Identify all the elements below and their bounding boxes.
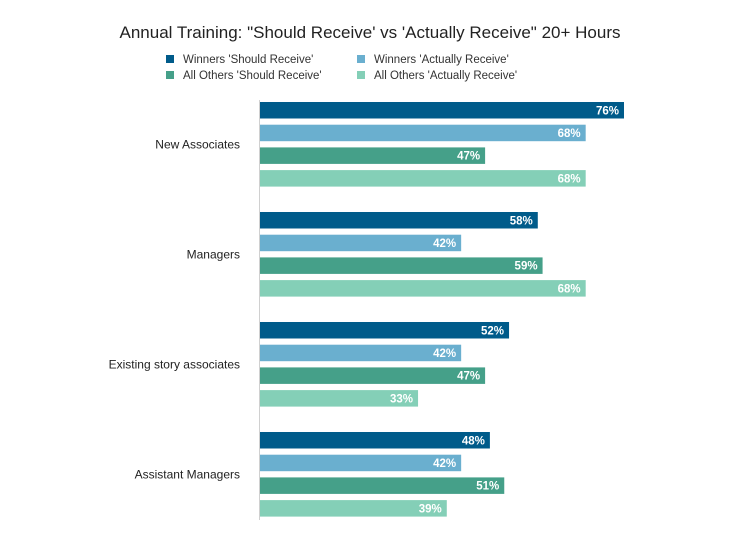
bar-label-1-2: 68% <box>558 128 581 140</box>
bar-label-4-3: 51% <box>476 481 499 493</box>
bar-label-2-2: 42% <box>433 238 456 250</box>
bar-label-4-1: 48% <box>462 435 485 447</box>
legend-label-3: All Others 'Should Receive' <box>183 70 322 82</box>
bar-1-1 <box>260 102 624 119</box>
bar-label-3-3: 47% <box>457 371 480 383</box>
bar-label-1-4: 68% <box>558 173 581 185</box>
category-labels: New Associates Managers Existing story ass… <box>109 137 240 481</box>
category-label-3: Existing story associates <box>109 357 240 371</box>
bar-label-4-2: 42% <box>433 458 456 470</box>
bar-1-4 <box>260 170 586 187</box>
bar-3-4 <box>260 390 419 407</box>
bar-3-2 <box>260 344 462 362</box>
legend-label-4: All Others 'Actually Receive' <box>374 70 517 82</box>
legend-label-2: Winners 'Actually Receive' <box>374 54 509 66</box>
bar-label-2-1: 58% <box>510 215 533 227</box>
bar-2-2 <box>260 234 462 252</box>
category-label-2: Managers <box>187 247 240 261</box>
bar-3-1 <box>260 322 510 339</box>
bar-4-1 <box>260 432 490 449</box>
bar-4-3 <box>260 477 505 494</box>
bar-label-3-2: 42% <box>433 348 456 360</box>
bar-2-3 <box>260 257 543 274</box>
legend: Winners 'Should Receive' Winners 'Actuall… <box>166 54 517 82</box>
bars: 76%68%47%68%58%42%59%68%52%42%47%33%48%4… <box>260 102 624 517</box>
bar-3-3 <box>260 367 486 384</box>
bar-2-1 <box>260 212 538 229</box>
bar-label-1-3: 47% <box>457 151 480 163</box>
bar-4-2 <box>260 454 462 472</box>
legend-label-1: Winners 'Should Receive' <box>183 54 313 66</box>
legend-swatch-1 <box>166 55 174 63</box>
bar-4-4 <box>260 500 447 517</box>
bar-1-3 <box>260 147 486 164</box>
legend-swatch-2 <box>357 55 365 63</box>
legend-swatch-3 <box>166 71 174 79</box>
bar-2-4 <box>260 280 586 297</box>
chart-title: Annual Training: "Should Receive' vs 'Ac… <box>120 23 621 42</box>
bar-label-2-4: 68% <box>558 283 581 295</box>
bar-label-4-4: 39% <box>419 503 442 515</box>
bar-label-1-1: 76% <box>596 105 619 117</box>
legend-swatch-4 <box>357 71 365 79</box>
category-label-4: Assistant Managers <box>135 467 240 481</box>
bar-label-3-4: 33% <box>390 393 413 405</box>
bar-label-3-1: 52% <box>481 325 504 337</box>
bar-1-2 <box>260 124 586 142</box>
bar-label-2-3: 59% <box>515 261 538 273</box>
category-label-1: New Associates <box>155 137 240 151</box>
